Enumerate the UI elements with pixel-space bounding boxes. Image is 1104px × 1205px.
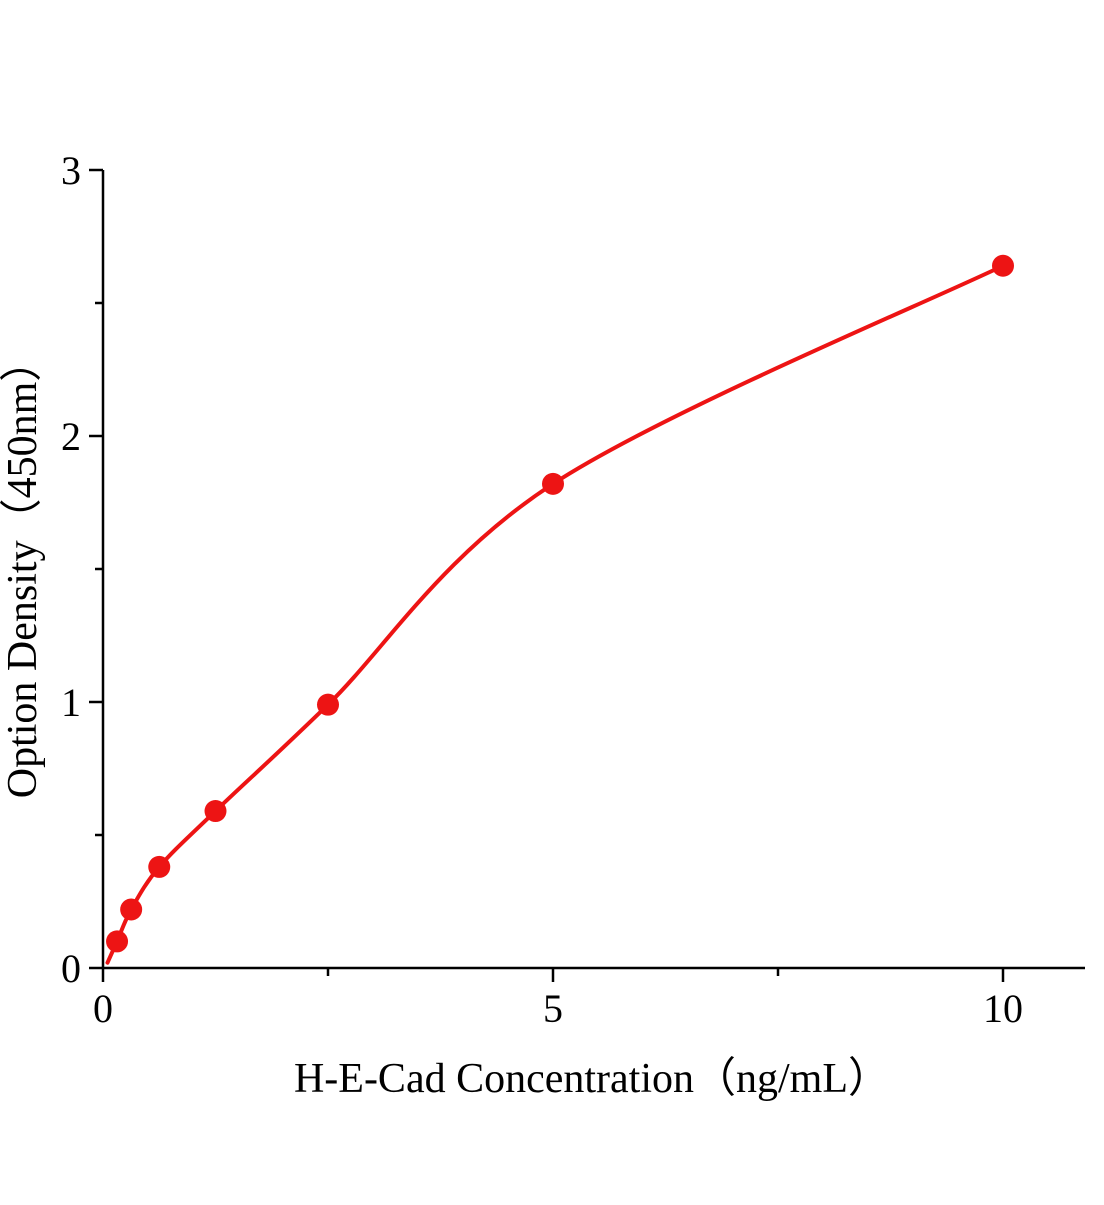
data-point (120, 898, 143, 921)
data-point (148, 855, 171, 878)
y-axis-title: Option Density（450nm） (0, 340, 46, 799)
x-tick-label: 5 (543, 986, 563, 1031)
x-tick-label: 10 (983, 986, 1023, 1031)
y-tick-label: 0 (61, 946, 81, 991)
data-point (204, 800, 227, 823)
y-tick-label: 1 (61, 680, 81, 725)
x-axis-title: H-E-Cad Concentration（ng/mL） (294, 1056, 890, 1102)
data-point (317, 693, 339, 716)
data-point (992, 254, 1014, 277)
x-tick-label: 0 (93, 986, 113, 1031)
plot-area: 0 5 10 0 1 2 3 (61, 148, 1085, 1031)
fitted-curve (105, 263, 1005, 965)
y-tick-label: 3 (61, 148, 81, 193)
data-point (542, 472, 564, 495)
data-point (106, 930, 129, 953)
y-tick-label: 2 (61, 414, 81, 459)
